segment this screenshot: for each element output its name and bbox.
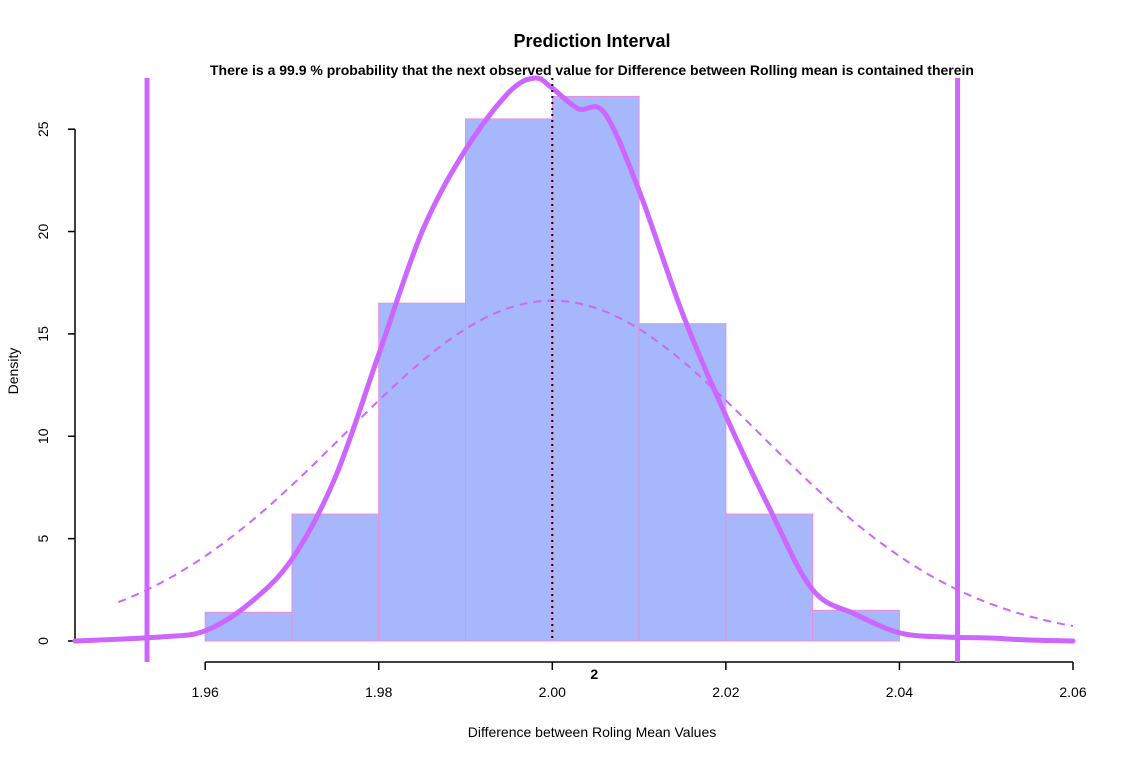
axes: 1.96 1.98 2.00 2.02 2.04 2.06 0 5 10 15 20 25 (35, 121, 1087, 700)
y-tick-label: 0 (35, 637, 51, 645)
y-tick-label: 20 (35, 224, 51, 240)
histogram-bar (725, 513, 814, 642)
y-tick-label: 25 (35, 121, 51, 137)
x-tick-label: 1.98 (365, 684, 392, 700)
density-curves (72, 75, 1076, 644)
normal-curve (118, 299, 1074, 627)
histogram-bar (291, 513, 380, 642)
chart-title: Prediction Interval (513, 31, 670, 51)
histogram-bar (378, 302, 467, 642)
x-tick-label: 1.96 (192, 684, 219, 700)
y-tick-label: 10 (35, 428, 51, 444)
histogram-bar (465, 118, 553, 642)
reference-lines: 2 (144, 78, 961, 682)
x-tick-label: 2.04 (886, 684, 913, 700)
x-tick-label: 2.02 (712, 684, 739, 700)
y-tick-label: 5 (35, 535, 51, 543)
y-tick-label: 15 (35, 326, 51, 342)
histogram-bars (204, 95, 900, 642)
histogram-bar (551, 95, 640, 642)
chart-subtitle: There is a 99.9 % probability that the n… (210, 62, 974, 78)
histogram-bar (638, 323, 727, 642)
kde-curve (72, 75, 1076, 644)
mean-label: 2 (590, 666, 598, 682)
x-axis-label: Difference between Roling Mean Values (468, 724, 717, 740)
x-tick-label: 2.00 (539, 684, 566, 700)
y-axis-label: Density (5, 348, 21, 395)
x-tick-label: 2.06 (1059, 684, 1086, 700)
